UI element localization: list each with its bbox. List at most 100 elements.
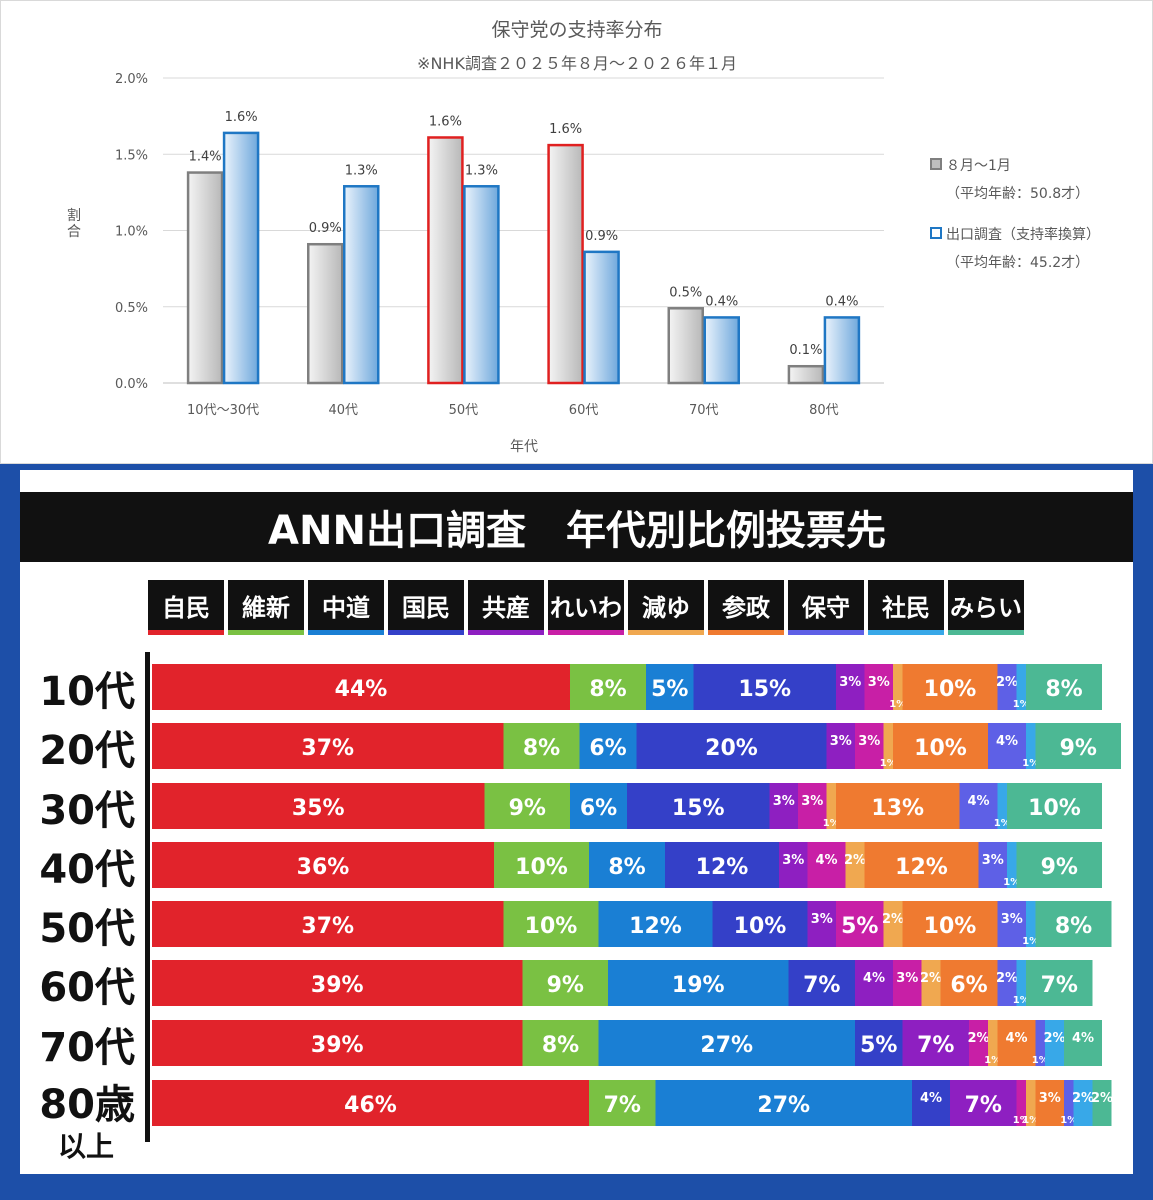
segment-label: 10% — [734, 914, 787, 939]
party-legend-label: れいわ — [550, 594, 622, 622]
segment-減ゆ — [988, 1020, 998, 1066]
party-legend-box — [788, 580, 864, 634]
bar-exit-poll — [823, 316, 861, 385]
legend-label: ８月～1月 — [946, 158, 1011, 174]
segment-共産 — [807, 901, 836, 947]
segment-label: 5% — [651, 677, 688, 702]
segment-自民 — [152, 723, 504, 769]
segment-label: 2% — [996, 971, 1018, 986]
party-legend-label: みらい — [950, 594, 1022, 622]
segment-保守 — [978, 842, 1007, 888]
ann-title-banner — [20, 492, 1133, 562]
segment-label: 15% — [738, 677, 791, 702]
party-legend-color — [228, 630, 304, 635]
party-legend-color — [388, 630, 464, 635]
segment-国民 — [627, 783, 770, 829]
x-tick-label: 40代 — [328, 403, 358, 418]
y-axis-label: 割合 — [67, 207, 81, 240]
segment-みらい — [1035, 723, 1121, 769]
party-legend-label: 維新 — [242, 594, 290, 622]
data-label: 1.6% — [429, 114, 462, 129]
bar-exit-poll — [222, 131, 260, 385]
legend-note: （平均年齢：45.2才） — [946, 255, 1089, 271]
segment-label: 2% — [1072, 1091, 1094, 1106]
data-label: 0.4% — [825, 294, 858, 309]
segment-label: 8% — [1045, 677, 1082, 702]
segment-label: 9% — [1041, 855, 1078, 880]
segment-参政 — [1035, 1080, 1064, 1126]
y-tick-label: 1.5% — [115, 148, 148, 163]
segment-label: 13% — [871, 796, 924, 821]
segment-label: 37% — [301, 736, 354, 761]
bar-aug-jan — [186, 171, 224, 385]
segment-中道 — [655, 1080, 912, 1126]
segment-みらい — [1092, 1080, 1112, 1126]
party-legend-box — [628, 580, 704, 634]
segment-label: 37% — [301, 914, 354, 939]
segment-label: 4% — [815, 853, 837, 868]
segment-維新 — [522, 1020, 599, 1066]
segment-label: 8% — [523, 736, 560, 761]
segment-減ゆ — [883, 723, 893, 769]
segment-減ゆ — [845, 842, 865, 888]
bar-exit-poll — [703, 316, 740, 385]
party-legend-box — [548, 580, 624, 634]
segment-label: 2% — [920, 971, 942, 986]
age-group-label: 10代 — [39, 669, 135, 715]
segment-みらい — [1064, 1020, 1102, 1066]
segment-参政 — [997, 1020, 1036, 1066]
segment-label: 8% — [589, 677, 626, 702]
segment-維新 — [494, 842, 589, 888]
party-legend-color — [468, 630, 544, 635]
age-group-label: 30代 — [39, 788, 135, 834]
segment-label: 1% — [1022, 936, 1039, 947]
segment-れいわ — [836, 901, 884, 947]
segment-label: 10% — [1028, 796, 1081, 821]
bar-aug-jan — [667, 307, 704, 385]
party-legend-box — [228, 580, 304, 634]
segment-みらい — [1035, 901, 1112, 947]
x-tick-label: 80代 — [809, 403, 839, 418]
data-label: 0.9% — [309, 221, 342, 236]
segment-中道 — [608, 960, 789, 1006]
segment-label: 3% — [773, 794, 795, 809]
support-rate-chart-panel: 保守党の支持率分布 ※NHK調査２０２５年８月～２０２６年１月 0.0% 0.5% 1.… — [0, 0, 1153, 464]
support-rate-chart: 保守党の支持率分布 ※NHK調査２０２５年８月～２０２６年１月 0.0% 0.5% 1.… — [0, 0, 1153, 464]
segment-参政 — [902, 901, 998, 947]
party-legend-box — [468, 580, 544, 634]
x-tick-label: 50代 — [449, 403, 479, 418]
segment-減ゆ — [826, 783, 836, 829]
segment-みらい — [1016, 842, 1102, 888]
segment-参政 — [940, 960, 998, 1006]
segment-label: 4% — [996, 734, 1018, 749]
party-legend-label: 共産 — [482, 594, 530, 622]
segment-参政 — [893, 723, 988, 769]
segment-中道 — [598, 1020, 855, 1066]
age-group-label: 70代 — [39, 1025, 135, 1071]
segment-label: 5% — [860, 1033, 897, 1058]
segment-label: 2% — [1043, 1031, 1065, 1046]
segment-共産 — [902, 1020, 969, 1066]
segment-label: 27% — [700, 1033, 753, 1058]
segment-国民 — [712, 901, 808, 947]
data-label: 0.4% — [705, 294, 738, 309]
segment-label: 10% — [525, 914, 578, 939]
segment-label: 27% — [757, 1093, 810, 1118]
bar-exit-poll — [583, 250, 620, 385]
party-legend-color — [948, 630, 1024, 635]
bar-exit-poll — [463, 185, 500, 385]
segment-label: 10% — [924, 914, 977, 939]
segment-減ゆ — [893, 664, 903, 710]
segment-保守 — [1035, 1020, 1045, 1066]
segment-label: 7% — [965, 1093, 1002, 1118]
segment-label: 3% — [830, 734, 852, 749]
legend-swatch-exit-poll — [930, 227, 942, 239]
segment-label: 9% — [509, 796, 546, 821]
age-group-label: 40代 — [39, 847, 135, 893]
segment-label: 3% — [858, 734, 880, 749]
segment-label: 39% — [311, 1033, 364, 1058]
segment-label: 8% — [542, 1033, 579, 1058]
segment-label: 3% — [839, 675, 861, 690]
segment-参政 — [902, 664, 998, 710]
party-legend-label: 社民 — [882, 594, 930, 622]
